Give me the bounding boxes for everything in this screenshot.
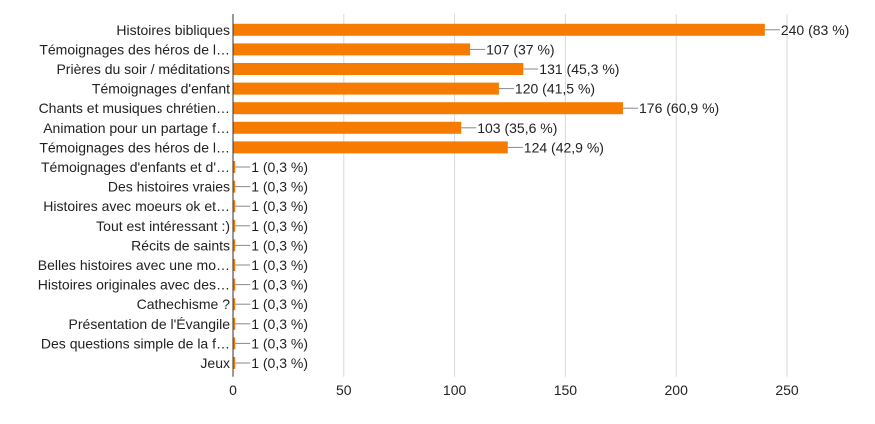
data-label: 103 (35,6 %) <box>477 120 557 136</box>
category-label: Témoignages des héros de l… <box>39 139 230 155</box>
x-tick-label: 100 <box>443 382 467 398</box>
data-label: 1 (0,3 %) <box>251 355 308 371</box>
bar <box>233 23 765 36</box>
data-label: 1 (0,3 %) <box>251 335 308 351</box>
data-label: 176 (60,9 %) <box>639 100 719 116</box>
bar <box>233 180 236 193</box>
bar <box>233 259 236 271</box>
category-label: Histoires bibliques <box>116 22 230 38</box>
bar <box>233 317 236 330</box>
bar <box>233 141 508 154</box>
category-label: Tout est intéressant :) <box>96 218 230 234</box>
bar <box>233 337 236 350</box>
category-label: Histoires avec moeurs ok et… <box>43 198 230 214</box>
data-label: 124 (42,9 %) <box>524 139 604 155</box>
data-label: 1 (0,3 %) <box>251 316 308 332</box>
data-label: 1 (0,3 %) <box>251 277 308 293</box>
category-label: Des questions simple de la f… <box>41 335 230 351</box>
data-label: 1 (0,3 %) <box>251 257 308 273</box>
bar <box>233 278 236 291</box>
bar <box>233 298 236 311</box>
bar-layer <box>233 23 765 369</box>
x-tick-label: 0 <box>229 382 237 398</box>
category-label-layer: Histoires bibliques Témoignages des héros… <box>38 22 230 371</box>
x-tick-layer: 0 50 100 150 200 250 <box>229 382 799 398</box>
x-tick-label: 50 <box>336 382 352 398</box>
bar <box>233 43 471 56</box>
data-label: 1 (0,3 %) <box>251 237 308 253</box>
data-label: 1 (0,3 %) <box>251 159 308 175</box>
data-label: 240 (83 %) <box>781 22 849 38</box>
category-label: Des histoires vraies <box>108 179 230 195</box>
data-label: 1 (0,3 %) <box>251 296 308 312</box>
category-label: Jeux <box>200 355 230 371</box>
bar <box>233 82 499 95</box>
category-label: Belles histoires avec une mo… <box>38 257 230 273</box>
category-label: Récits de saints <box>131 237 230 253</box>
category-label: Présentation de l'Évangile <box>69 316 231 332</box>
category-label: Témoignages des héros de l… <box>39 41 230 57</box>
bar <box>233 200 236 213</box>
x-tick-label: 250 <box>775 382 799 398</box>
category-label: Animation pour un partage f… <box>43 120 230 136</box>
data-label: 120 (41,5 %) <box>515 81 595 97</box>
category-label: Témoignages d'enfant <box>92 81 230 97</box>
data-label: 1 (0,3 %) <box>251 179 308 195</box>
category-label: Histoires originales avec des… <box>38 277 230 293</box>
data-label: 1 (0,3 %) <box>251 218 308 234</box>
data-label: 1 (0,3 %) <box>251 198 308 214</box>
category-label: Chants et musiques chrétien… <box>39 100 230 116</box>
data-label: 107 (37 %) <box>486 41 554 57</box>
bar <box>233 63 524 75</box>
data-label: 131 (45,3 %) <box>539 61 619 77</box>
category-label: Prières du soir / méditations <box>56 61 230 77</box>
bar <box>233 102 624 115</box>
bar <box>233 219 236 232</box>
bar <box>233 121 462 134</box>
bar <box>233 161 236 173</box>
category-label: Témoignages d'enfants et d'… <box>41 159 230 175</box>
x-tick-label: 150 <box>554 382 578 398</box>
x-tick-label: 200 <box>665 382 689 398</box>
bar <box>233 357 236 369</box>
bar <box>233 239 236 252</box>
category-label: Cathechisme ? <box>137 296 231 312</box>
data-label-layer: 240 (83 %) 107 (37 %) 131 (45,3 %) 120 (41,… <box>235 22 849 371</box>
